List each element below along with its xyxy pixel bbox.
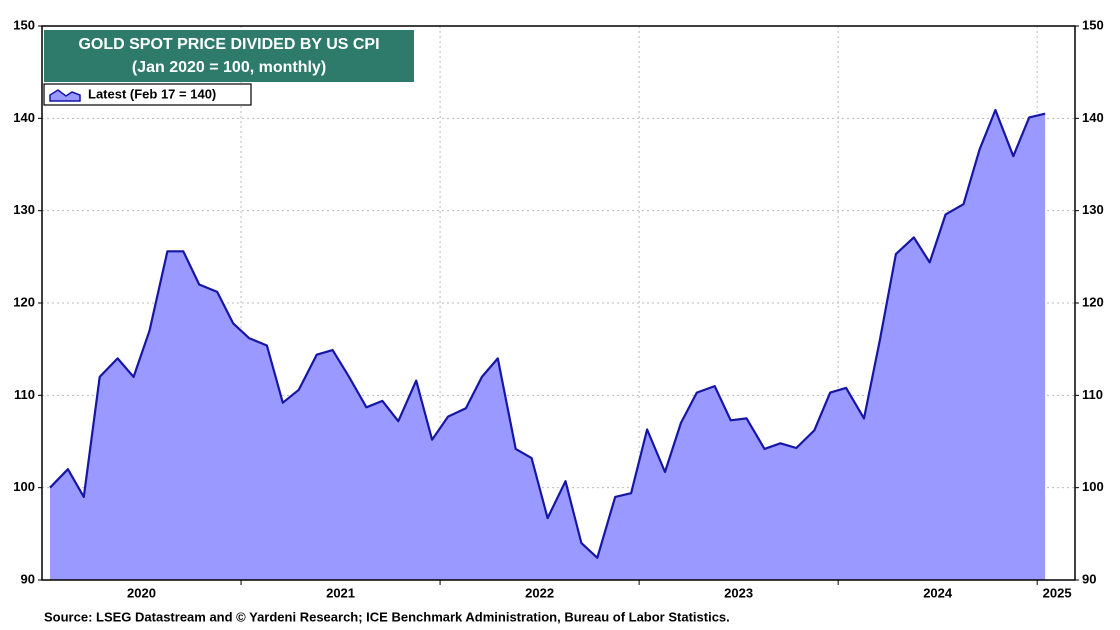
marks <box>49 108 1046 580</box>
y2-tick-label: 90 <box>1082 571 1096 586</box>
x-tick-label: 2025 <box>1043 585 1072 600</box>
source-note: Source: LSEG Datastream and © Yardeni Re… <box>44 609 730 624</box>
y-tick-label: 90 <box>21 571 35 586</box>
chart-subtitle: (Jan 2020 = 100, monthly) <box>132 59 326 76</box>
y2-tick-label: 150 <box>1082 17 1104 32</box>
y2-tick-label: 130 <box>1082 202 1104 217</box>
y-tick-label: 150 <box>13 17 35 32</box>
x-tick-label: 2024 <box>923 585 953 600</box>
area <box>50 110 1046 580</box>
chart-title: GOLD SPOT PRICE DIVIDED BY US CPI <box>78 36 379 53</box>
y2-tick-label: 140 <box>1082 110 1104 125</box>
y2-tick-label: 110 <box>1082 387 1103 402</box>
title-box <box>44 30 414 82</box>
y-tick-label: 130 <box>13 202 35 217</box>
y2-tick-label: 100 <box>1082 479 1104 494</box>
x-tick-label: 2021 <box>326 585 355 600</box>
line <box>49 108 1046 559</box>
legend-label: Latest (Feb 17 = 140) <box>88 86 216 101</box>
y-tick-label: 120 <box>13 294 35 309</box>
legend-box <box>43 83 252 106</box>
y-tick-label: 140 <box>13 110 35 125</box>
y-tick-label: 100 <box>13 479 35 494</box>
x-tick-label: 2022 <box>525 585 554 600</box>
y2-tick-label: 120 <box>1082 294 1104 309</box>
legend-icon <box>49 89 81 102</box>
x-tick-label: 2020 <box>127 585 156 600</box>
y-tick-label: 110 <box>14 387 35 402</box>
x-tick-label: 2023 <box>724 585 753 600</box>
